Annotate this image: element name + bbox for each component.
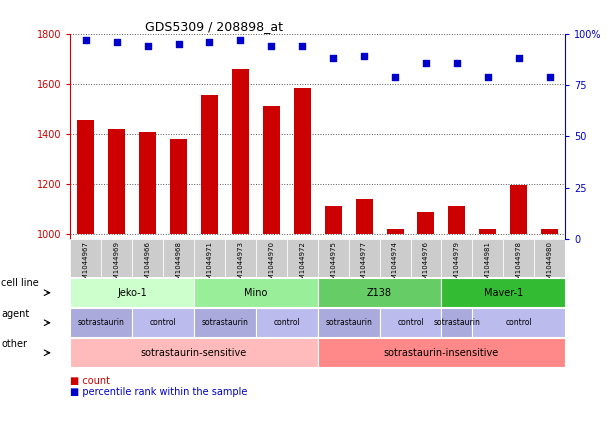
Text: GSM1044980: GSM1044980 bbox=[547, 241, 553, 288]
Text: GSM1044976: GSM1044976 bbox=[423, 241, 429, 288]
Point bbox=[235, 37, 245, 44]
Text: Maver-1: Maver-1 bbox=[484, 288, 523, 298]
Text: GSM1044977: GSM1044977 bbox=[361, 241, 367, 288]
Bar bbox=[139, 132, 156, 234]
Bar bbox=[232, 69, 249, 234]
Bar bbox=[77, 120, 94, 234]
Bar bbox=[480, 230, 496, 234]
Point bbox=[205, 38, 214, 45]
Text: GSM1044979: GSM1044979 bbox=[454, 241, 460, 288]
Bar bbox=[225, 239, 256, 277]
Point bbox=[359, 53, 369, 60]
Text: control: control bbox=[505, 318, 532, 327]
Point bbox=[266, 43, 276, 49]
Text: ■ count: ■ count bbox=[70, 376, 110, 386]
Text: other: other bbox=[1, 338, 27, 349]
Text: GSM1044973: GSM1044973 bbox=[238, 241, 243, 288]
Text: sotrastaurin: sotrastaurin bbox=[78, 318, 125, 327]
Bar bbox=[503, 239, 534, 277]
Bar bbox=[349, 239, 379, 277]
Bar bbox=[356, 200, 373, 234]
Text: agent: agent bbox=[1, 308, 29, 319]
Bar bbox=[411, 239, 442, 277]
Point bbox=[452, 59, 462, 66]
Text: sotrastaurin: sotrastaurin bbox=[433, 318, 480, 327]
Point bbox=[390, 74, 400, 80]
Text: GDS5309 / 208898_at: GDS5309 / 208898_at bbox=[145, 20, 282, 33]
Bar bbox=[170, 139, 187, 234]
Text: control: control bbox=[273, 318, 300, 327]
Bar bbox=[318, 239, 349, 277]
Text: Mino: Mino bbox=[244, 288, 268, 298]
Bar bbox=[379, 239, 411, 277]
Text: GSM1044981: GSM1044981 bbox=[485, 241, 491, 288]
Text: GSM1044972: GSM1044972 bbox=[299, 241, 306, 288]
Bar bbox=[70, 239, 101, 277]
Text: GSM1044970: GSM1044970 bbox=[268, 241, 274, 288]
Point bbox=[483, 74, 492, 80]
Bar bbox=[201, 95, 218, 234]
Text: Z138: Z138 bbox=[367, 288, 392, 298]
Text: GSM1044971: GSM1044971 bbox=[207, 241, 213, 288]
Point bbox=[421, 59, 431, 66]
Text: GSM1044969: GSM1044969 bbox=[114, 241, 120, 288]
Bar bbox=[442, 239, 472, 277]
Bar bbox=[387, 230, 403, 234]
Point bbox=[514, 55, 524, 62]
Text: GSM1044968: GSM1044968 bbox=[175, 241, 181, 288]
Bar bbox=[101, 239, 132, 277]
Text: GSM1044974: GSM1044974 bbox=[392, 241, 398, 288]
Text: sotrastaurin: sotrastaurin bbox=[325, 318, 372, 327]
Bar bbox=[194, 239, 225, 277]
Text: sotrastaurin: sotrastaurin bbox=[202, 318, 248, 327]
Point bbox=[328, 55, 338, 62]
Text: ■ percentile rank within the sample: ■ percentile rank within the sample bbox=[70, 387, 247, 397]
Bar bbox=[448, 206, 466, 234]
Text: control: control bbox=[150, 318, 177, 327]
Text: cell line: cell line bbox=[1, 278, 39, 288]
Point bbox=[545, 74, 555, 80]
Bar bbox=[534, 239, 565, 277]
Bar bbox=[263, 106, 280, 234]
Point bbox=[298, 43, 307, 49]
Text: sotrastaurin-sensitive: sotrastaurin-sensitive bbox=[141, 348, 247, 358]
Text: GSM1044975: GSM1044975 bbox=[330, 241, 336, 288]
Bar bbox=[541, 230, 558, 234]
Text: control: control bbox=[397, 318, 424, 327]
Bar bbox=[510, 185, 527, 234]
Point bbox=[81, 37, 90, 44]
Point bbox=[112, 38, 122, 45]
Text: sotrastaurin-insensitive: sotrastaurin-insensitive bbox=[384, 348, 499, 358]
Bar bbox=[163, 239, 194, 277]
Bar bbox=[108, 129, 125, 234]
Bar bbox=[132, 239, 163, 277]
Text: GSM1044966: GSM1044966 bbox=[145, 241, 150, 288]
Bar bbox=[324, 206, 342, 234]
Text: GSM1044978: GSM1044978 bbox=[516, 241, 522, 288]
Bar bbox=[294, 88, 311, 234]
Bar bbox=[472, 239, 503, 277]
Bar bbox=[256, 239, 287, 277]
Bar bbox=[287, 239, 318, 277]
Text: GSM1044967: GSM1044967 bbox=[82, 241, 89, 288]
Bar bbox=[417, 212, 434, 234]
Text: Jeko-1: Jeko-1 bbox=[117, 288, 147, 298]
Point bbox=[174, 41, 183, 47]
Point bbox=[143, 43, 153, 49]
